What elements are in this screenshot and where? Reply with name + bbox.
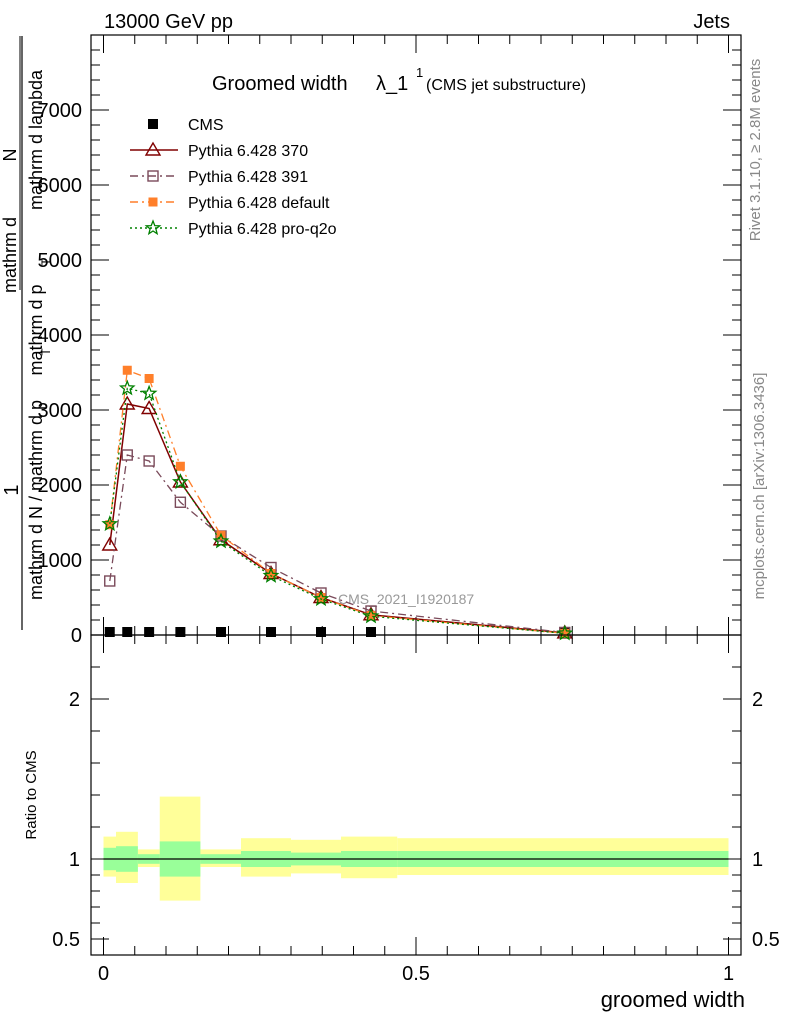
main-y-ticks: 0 1000 2000 3000 4000 5000 6000 7000 bbox=[38, 34, 741, 647]
legend-label: Pythia 6.428 pro-q2o bbox=[188, 221, 337, 238]
ratio-y-tick-label: 0.5 bbox=[52, 929, 80, 951]
y-label-top: 1 bbox=[1, 484, 23, 495]
ratio-y-ticks: 0.5 0.5 1 1 2 2 bbox=[52, 666, 780, 951]
data-point bbox=[119, 395, 136, 410]
right-label-top: Rivet 3.1.10, ≥ 2.8M events bbox=[747, 59, 764, 242]
data-point bbox=[144, 627, 155, 637]
chart-title-symbol: λ_1 bbox=[376, 73, 408, 95]
main-series bbox=[101, 365, 574, 641]
header-left: 13000 GeV pp bbox=[104, 11, 233, 33]
data-point bbox=[101, 536, 118, 551]
data-point bbox=[556, 624, 574, 641]
y-label-numerator: mathrm d bbox=[0, 217, 20, 293]
series-line bbox=[109, 387, 565, 635]
x-tick-label: 0.5 bbox=[402, 963, 430, 985]
ratio-plot: 0.5 0.5 1 1 2 2 Ratio to CMS bbox=[23, 634, 780, 956]
data-point bbox=[144, 374, 154, 383]
legend-marker bbox=[148, 197, 158, 207]
ratio-y-tick-label: 2 bbox=[69, 689, 80, 711]
legend-label: Pythia 6.428 370 bbox=[188, 143, 308, 160]
data-point bbox=[212, 532, 230, 549]
data-point bbox=[174, 496, 187, 508]
data-point bbox=[104, 627, 115, 637]
ratio-x-ticks bbox=[103, 635, 729, 955]
data-point bbox=[101, 515, 119, 532]
data-point bbox=[105, 520, 115, 530]
data-point bbox=[122, 627, 133, 637]
y-tick-label: 2000 bbox=[38, 475, 83, 497]
y-label-numerator-n: N bbox=[0, 149, 20, 162]
y-label-denominator: mathrm d p bbox=[26, 284, 46, 375]
legend-label: CMS bbox=[188, 117, 224, 134]
data-point bbox=[362, 607, 380, 624]
ratio-y-tick-label-right: 0.5 bbox=[752, 929, 780, 951]
data-point bbox=[560, 628, 570, 638]
y-tick-label: 5000 bbox=[38, 250, 83, 272]
legend-label: Pythia 6.428 391 bbox=[188, 169, 308, 186]
y-label-bottom: mathrm d N / mathrm d p bbox=[26, 400, 46, 600]
ratio-y-tick-label: 1 bbox=[69, 849, 80, 871]
data-point bbox=[316, 627, 326, 637]
data-point bbox=[172, 473, 189, 488]
data-point bbox=[122, 365, 132, 375]
data-point bbox=[366, 611, 376, 620]
legend-marker bbox=[148, 119, 158, 129]
x-tick-label: 0 bbox=[98, 963, 109, 985]
chart-title-note: (CMS jet substructure) bbox=[426, 77, 586, 94]
y-label-sub-t: T bbox=[39, 258, 53, 266]
x-tick-label: 1 bbox=[723, 963, 734, 985]
series-square bbox=[104, 449, 571, 639]
data-point bbox=[140, 384, 158, 401]
data-point bbox=[312, 590, 330, 607]
ratio-y-tick-label-right: 1 bbox=[752, 849, 763, 871]
data-point bbox=[216, 627, 226, 637]
series-line bbox=[109, 369, 565, 635]
y-tick-label: 3000 bbox=[38, 400, 83, 422]
data-point bbox=[143, 455, 155, 467]
ratio-y-tick-label-right: 2 bbox=[752, 689, 763, 711]
legend-label: Pythia 6.428 default bbox=[188, 195, 330, 212]
y-label-bottom-sub: T bbox=[39, 348, 53, 356]
y-tick-label: 1000 bbox=[38, 550, 83, 572]
data-point bbox=[266, 569, 276, 578]
y-tick-label: 6000 bbox=[38, 175, 83, 197]
legend: CMS Pythia 6.428 370 Pythia 6.428 391 Pythi… bbox=[130, 117, 337, 238]
data-point bbox=[121, 449, 133, 461]
data-point bbox=[262, 567, 280, 583]
watermark: CMS_2021_I1920187 bbox=[338, 591, 474, 607]
data-point bbox=[366, 627, 376, 637]
series-star bbox=[101, 379, 574, 641]
y-label-denominator-2: mathrm d lambda bbox=[26, 69, 46, 210]
chart-title-group: Groomed width λ_1 1 (CMS jet substructur… bbox=[212, 65, 586, 95]
y-tick-label: 7000 bbox=[38, 100, 83, 122]
data-point bbox=[171, 473, 189, 490]
data-point bbox=[175, 461, 185, 471]
data-point bbox=[175, 627, 186, 637]
data-point bbox=[316, 593, 326, 602]
chart-title-superscript: 1 bbox=[416, 65, 423, 80]
y-tick-label: 4000 bbox=[38, 325, 83, 347]
data-point bbox=[104, 575, 116, 587]
legend-marker bbox=[147, 170, 159, 182]
data-point bbox=[140, 400, 158, 415]
ratio-plot-frame bbox=[90, 634, 742, 956]
right-label-bottom: mcplots.cern.ch [arXiv:1306.3436] bbox=[751, 373, 768, 600]
ratio-y-label: Ratio to CMS bbox=[23, 750, 40, 839]
series-filledsquare bbox=[105, 365, 570, 638]
x-axis-label: groomed width bbox=[601, 987, 745, 1012]
legend-marker bbox=[144, 219, 162, 236]
data-point bbox=[118, 379, 136, 396]
main-x-ticks bbox=[103, 35, 729, 635]
header-right: Jets bbox=[693, 11, 730, 33]
legend-marker bbox=[144, 141, 162, 156]
data-point bbox=[266, 627, 276, 637]
chart-title: Groomed width bbox=[212, 73, 348, 95]
x-tick-labels: 0 0.5 1 bbox=[98, 963, 734, 985]
ratio-bands bbox=[103, 796, 729, 901]
main-plot: 0 1000 2000 3000 4000 5000 6000 7000 CMS_2021_I… bbox=[38, 34, 742, 647]
y-axis-label: 1 mathrm d N mathrm d p T mathrm d lambd… bbox=[0, 36, 53, 630]
y-tick-label: 0 bbox=[71, 625, 82, 647]
